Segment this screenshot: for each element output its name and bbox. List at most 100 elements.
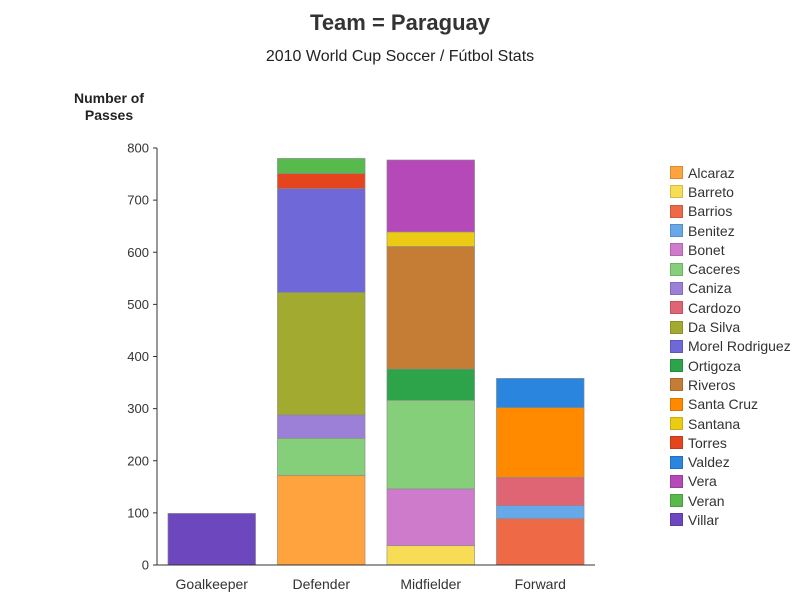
legend-swatch — [670, 474, 683, 488]
legend-item: Barreto — [670, 182, 800, 201]
y-tick-label: 300 — [127, 401, 149, 416]
bar-segment-villar-goalkeeper — [167, 513, 256, 566]
legend-item: Caniza — [670, 279, 800, 298]
legend-label: Santana — [688, 415, 741, 432]
chart-subtitle: 2010 World Cup Soccer / Fútbol Stats — [265, 48, 535, 65]
x-tick-label: Defender — [292, 576, 350, 592]
y-tick-label: 500 — [127, 297, 149, 312]
bar-segment-caniza-defender — [277, 414, 366, 439]
legend-label: Barreto — [688, 183, 734, 200]
legend-swatch — [670, 359, 683, 373]
legend-swatch — [670, 494, 683, 508]
legend-label: Caceres — [688, 261, 741, 278]
legend-item: Santana — [670, 414, 800, 433]
bar-segment-caceres-defender — [277, 438, 366, 476]
legend-item: Vera — [670, 472, 800, 491]
legend-label: Santa Cruz — [688, 396, 759, 413]
chart-title: Team = Paraguay — [310, 10, 490, 35]
legend-item: Benitez — [670, 221, 800, 240]
bar-segment-caceres-midfielder — [386, 399, 475, 490]
legend-item: Da Silva — [670, 317, 800, 336]
legend-label: Barrios — [688, 203, 733, 220]
bar-segment-santa-cruz-forward — [496, 407, 585, 478]
bar-segment-benitez-forward — [496, 505, 585, 519]
legend: Alcaraz Barreto Barrios Benitez Bonet Caceres… — [670, 163, 800, 530]
legend-label: Veran — [688, 492, 725, 509]
legend-swatch — [670, 339, 683, 353]
legend-label: Caniza — [688, 280, 732, 297]
legend-swatch — [670, 243, 683, 257]
bar-segment-alcaraz-defender — [277, 475, 366, 566]
legend-label: Ortigoza — [688, 357, 741, 374]
bar-segment-santana-midfielder — [386, 231, 475, 247]
legend-swatch — [670, 166, 683, 180]
legend-item: Ortigoza — [670, 356, 800, 375]
legend-swatch — [670, 417, 683, 430]
bar-segment-ortigoza-midfielder — [386, 368, 475, 401]
legend-swatch — [670, 204, 683, 218]
y-axis-label: Number of Passes — [64, 90, 154, 124]
legend-item: Villar — [670, 510, 800, 529]
x-axis: Goalkeeper Defender Midfielder Forward — [157, 564, 595, 592]
legend-swatch — [670, 436, 683, 450]
y-tick-label: 100 — [127, 505, 149, 520]
legend-label: Torres — [688, 434, 727, 451]
bars-group — [167, 158, 585, 566]
legend-label: Bonet — [688, 241, 725, 258]
legend-item: Cardozo — [670, 298, 800, 317]
bar-segment-valdez-forward — [496, 378, 585, 408]
bar-segment-veran-defender — [277, 158, 366, 174]
legend-swatch — [670, 281, 683, 295]
legend-label: Valdez — [688, 454, 730, 471]
y-axis-label-line: Passes — [84, 107, 134, 123]
x-tick-label: Goalkeeper — [176, 576, 249, 592]
legend-label: Cardozo — [688, 299, 741, 316]
legend-item: Alcaraz — [670, 163, 800, 182]
legend-item: Santa Cruz — [670, 395, 800, 414]
legend-swatch — [670, 262, 683, 276]
legend-item: Veran — [670, 491, 800, 510]
legend-label: Morel Rodriguez — [688, 338, 791, 355]
legend-swatch — [670, 320, 683, 334]
legend-swatch — [670, 224, 683, 238]
legend-item: Barrios — [670, 202, 800, 221]
legend-label: Alcaraz — [688, 164, 735, 181]
legend-label: Riveros — [688, 376, 736, 393]
legend-item: Torres — [670, 433, 800, 452]
bar-segment-riveros-midfielder — [386, 246, 475, 370]
legend-swatch — [670, 185, 683, 199]
y-tick-label: 200 — [127, 453, 149, 468]
y-tick-label: 700 — [127, 193, 149, 208]
legend-swatch — [670, 455, 683, 469]
y-tick-label: 0 — [142, 558, 149, 573]
y-axis-label-line: Number of — [74, 90, 144, 106]
legend-item: Caceres — [670, 259, 800, 278]
bar-segment-barreto-midfielder — [386, 545, 475, 566]
y-tick-label: 400 — [127, 349, 149, 364]
legend-item: Morel Rodriguez — [670, 337, 800, 356]
legend-item: Riveros — [670, 375, 800, 394]
bar-segment-bonet-midfielder — [386, 488, 475, 547]
x-tick-label: Midfielder — [400, 576, 461, 592]
legend-item: Bonet — [670, 240, 800, 259]
legend-item: Valdez — [670, 452, 800, 471]
legend-label: Vera — [688, 473, 717, 490]
bar-segment-barrios-forward — [496, 518, 585, 566]
bar-segment-da-silva-defender — [277, 292, 366, 416]
bar-segment-vera-midfielder — [386, 159, 475, 233]
legend-swatch — [670, 397, 683, 411]
bar-segment-torres-defender — [277, 173, 366, 189]
x-tick-label: Forward — [515, 576, 566, 592]
bar-segment-morel-rodriguez-defender — [277, 188, 366, 293]
legend-swatch — [670, 513, 683, 527]
legend-label: Benitez — [688, 222, 735, 239]
y-axis: 0 100 200 300 400 500 600 700 800 — [127, 141, 158, 573]
bar-segment-cardozo-forward — [496, 477, 585, 506]
legend-swatch — [670, 378, 683, 392]
legend-label: Villar — [688, 511, 719, 528]
y-tick-label: 800 — [127, 141, 149, 156]
legend-swatch — [670, 301, 683, 315]
legend-label: Da Silva — [688, 319, 741, 336]
y-tick-label: 600 — [127, 245, 149, 260]
